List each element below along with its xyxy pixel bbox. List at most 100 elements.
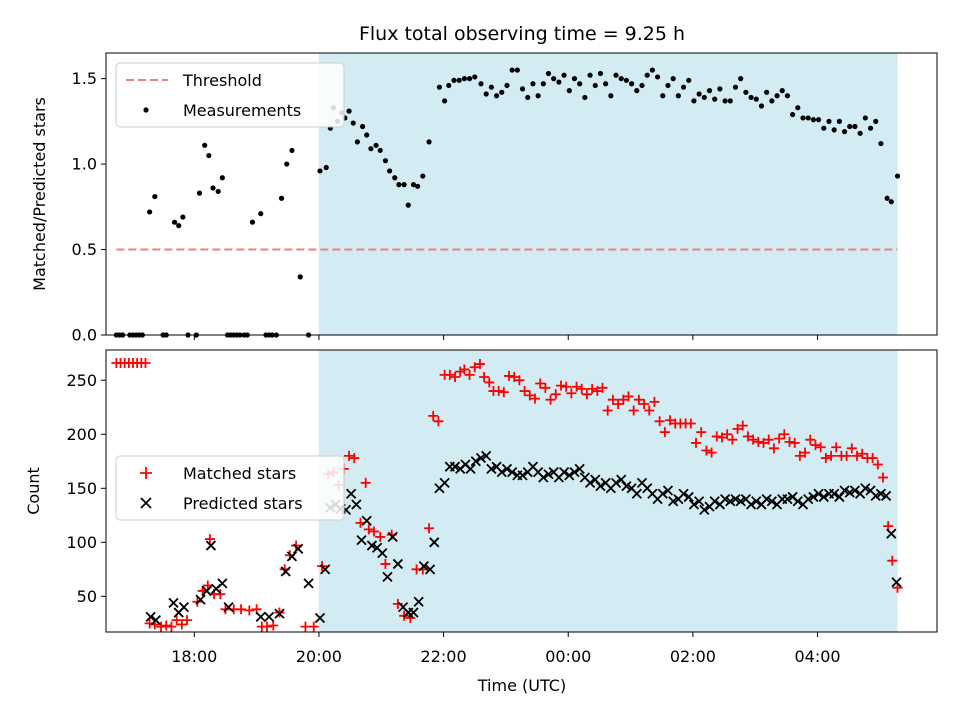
matched-star-point (592, 386, 603, 397)
measurement-point (826, 118, 832, 124)
predicted-star-point (574, 463, 585, 474)
predicted-star-point (280, 566, 291, 577)
measurement-point (350, 120, 356, 126)
legend-label: Matched stars (183, 464, 296, 483)
measurement-point (732, 84, 739, 90)
matched-star-point (474, 359, 485, 370)
measurement-point (483, 91, 489, 97)
predicted-star-point (590, 474, 601, 485)
measurement-point (545, 70, 552, 77)
measurement-point (499, 89, 505, 95)
matched-star-point (161, 620, 172, 631)
predicted-star-point (709, 496, 720, 507)
matched-star-point (722, 429, 733, 440)
measurement-point (382, 158, 389, 164)
top-panel: 0.0 0.5 1.0 1.5 Matched/Predicted stars Thres… (30, 52, 938, 345)
x-tick-label: 02:00 (670, 647, 716, 666)
predicted-star-point (678, 488, 689, 499)
measurement-point (519, 86, 526, 92)
measurement-point (442, 98, 448, 104)
measurement-point (514, 67, 520, 73)
measurement-point (592, 82, 598, 89)
measurement-point (805, 115, 811, 121)
measurement-point (258, 211, 264, 217)
predicted-star-point (465, 463, 476, 474)
measurement-point (815, 117, 822, 123)
measurement-point (386, 168, 393, 174)
predicted-star-point (314, 612, 326, 624)
matched-star-point (484, 377, 495, 388)
legend-measurement-swatch (143, 107, 149, 113)
matched-star-point (363, 524, 374, 535)
measurement-point (675, 93, 681, 99)
legend-label: Measurements (183, 101, 301, 120)
legend: Threshold Measurements (115, 62, 345, 128)
measurement-point (795, 105, 801, 111)
predicted-star-point (875, 488, 887, 499)
predicted-star-point (584, 477, 596, 489)
predicted-star-point (735, 496, 746, 507)
predicted-star-point (145, 611, 156, 623)
predicted-star-point (745, 499, 757, 510)
predicted-star-point (439, 477, 450, 489)
measurement-point (535, 93, 541, 99)
predicted-star-point (366, 540, 378, 551)
measurement-point (466, 76, 473, 82)
measurement-point (727, 98, 733, 104)
predicted-star-point (834, 491, 845, 503)
predicted-star-point (849, 485, 861, 496)
measurement-point (373, 142, 379, 148)
matched-star-point (815, 442, 826, 453)
measurement-point (753, 96, 759, 102)
matched-star-point (789, 437, 800, 448)
matched-star-point (768, 443, 779, 454)
matched-star-point (182, 615, 193, 626)
measurement-point (577, 81, 583, 87)
predicted-star-point (293, 543, 304, 554)
measurement-point (660, 93, 666, 99)
matched-star-point (810, 440, 821, 451)
y-tick-label: 0.5 (72, 240, 97, 259)
predicted-star-point (688, 499, 700, 510)
matched-star-point (841, 450, 852, 461)
measurement-point (634, 88, 640, 94)
measurement-point (540, 81, 546, 87)
matched-star-point (613, 399, 624, 410)
measurement-point (415, 183, 421, 189)
predicted-star-point (730, 493, 741, 505)
measurement-point (551, 76, 557, 82)
predicted-star-point (377, 547, 388, 559)
measurement-point (436, 84, 443, 90)
matched-star-point (887, 555, 898, 566)
measurement-point (566, 88, 572, 94)
predicted-star-point (517, 470, 528, 481)
measurement-point (509, 67, 515, 73)
measurement-point (758, 103, 765, 109)
measurement-point (862, 115, 868, 121)
measurement-point (219, 175, 225, 181)
measurement-point (712, 96, 718, 102)
matched-star-point (711, 431, 722, 442)
matched-star-point (737, 420, 748, 431)
measurement-point (738, 76, 744, 82)
measurement-point (680, 84, 687, 90)
predicted-star-point (346, 488, 357, 499)
y-tick-label: 1.0 (72, 155, 97, 174)
measurement-point (841, 129, 848, 135)
matched-star-point (623, 391, 634, 402)
measurement-point (368, 146, 374, 152)
matched-star-point (763, 434, 774, 445)
measurement-point (377, 147, 383, 154)
predicted-star-point (538, 472, 549, 483)
matched-star-point (392, 598, 403, 609)
measurement-point (206, 152, 212, 159)
matched-star-point (566, 388, 577, 399)
matched-star-point (493, 386, 504, 397)
axes-frame (105, 349, 938, 633)
matched-star-point (794, 450, 805, 461)
matched-star-point (571, 381, 582, 392)
matched-star-point (732, 423, 743, 434)
predicted-star-point (205, 540, 217, 551)
measurement-point (603, 81, 609, 87)
